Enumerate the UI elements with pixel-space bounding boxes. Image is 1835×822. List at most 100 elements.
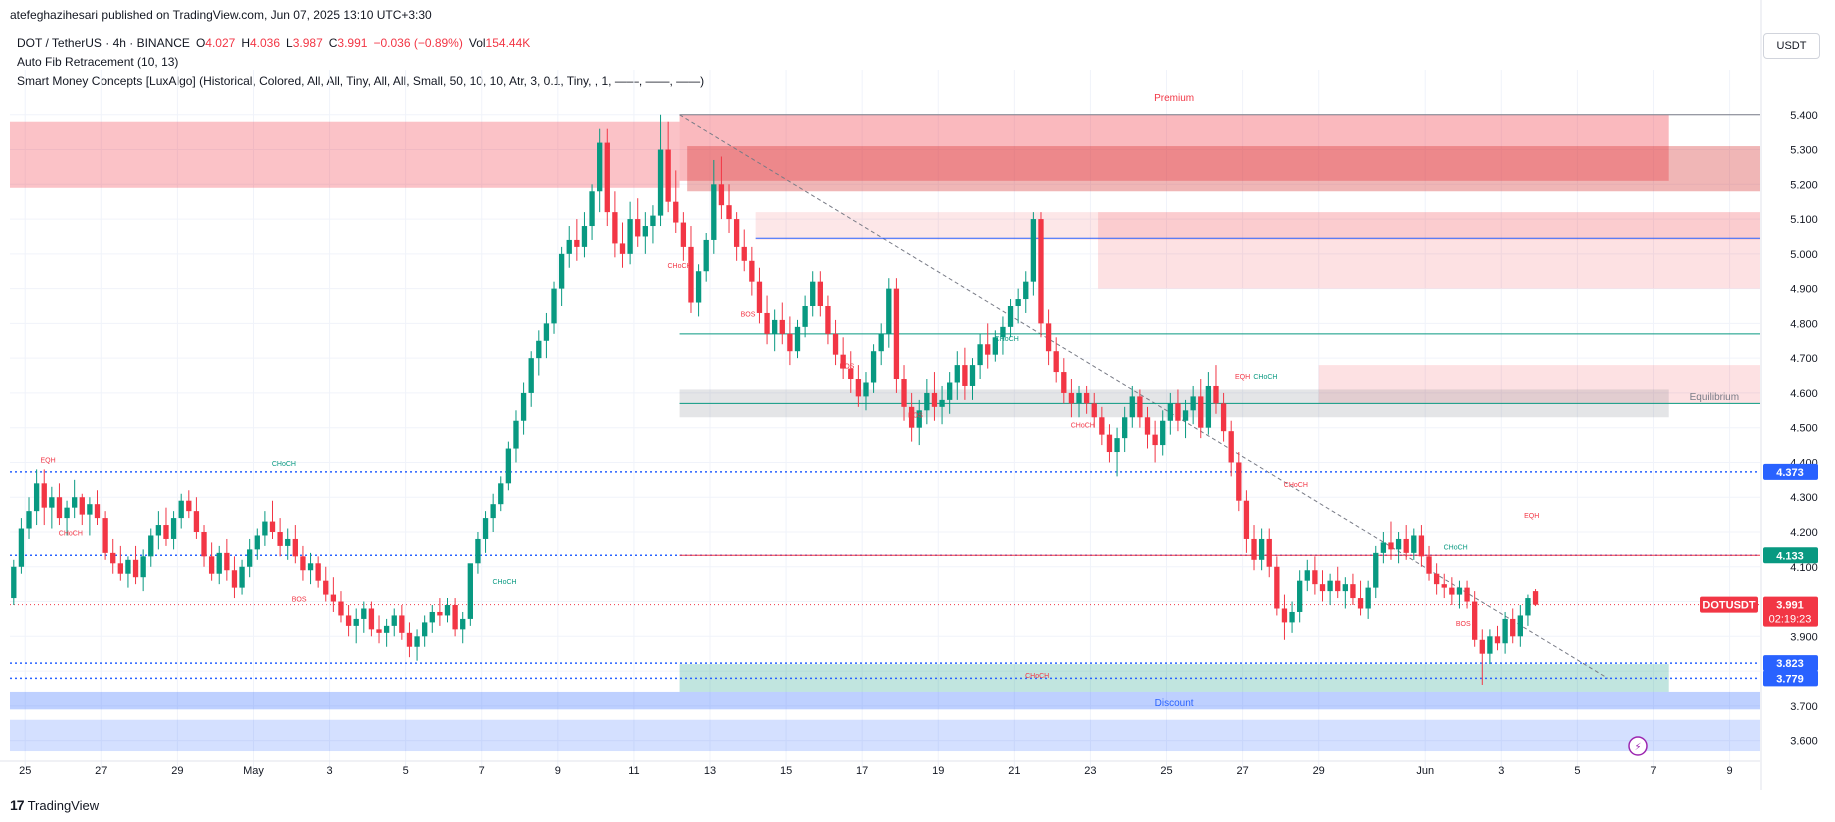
candle-body bbox=[1441, 584, 1447, 588]
candle-body bbox=[1083, 392, 1090, 404]
candle-body bbox=[893, 288, 900, 380]
candle-body bbox=[1312, 570, 1318, 585]
candle-body bbox=[391, 615, 397, 626]
candle-body bbox=[764, 312, 770, 334]
indicator-row-fib[interactable]: Auto Fib Retracement (10, 13) bbox=[17, 53, 704, 72]
structure-label: CHoCH bbox=[668, 263, 692, 270]
candle-body bbox=[1114, 438, 1120, 453]
candle-body bbox=[1243, 500, 1250, 539]
candle-body bbox=[825, 306, 831, 334]
candle-body bbox=[604, 142, 610, 213]
candle-body bbox=[1152, 434, 1158, 446]
low-label: L bbox=[286, 36, 293, 50]
candle-body bbox=[460, 618, 466, 630]
candle-body bbox=[551, 288, 557, 324]
candle-body bbox=[558, 253, 565, 289]
tradingview-brand[interactable]: 17 TradingView bbox=[10, 797, 99, 813]
x-tick-label: 9 bbox=[1727, 765, 1733, 777]
candle-body bbox=[840, 354, 846, 369]
x-tick-label: 27 bbox=[95, 765, 107, 777]
candle-body bbox=[422, 622, 428, 637]
candle-body bbox=[498, 483, 504, 505]
candle-body bbox=[437, 611, 443, 616]
candle-body bbox=[132, 559, 139, 578]
candle-body bbox=[627, 219, 633, 254]
candle-body bbox=[954, 365, 960, 383]
candle-body bbox=[536, 340, 542, 359]
symbol-name[interactable]: DOT / TetherUS · 4h · BINANCE bbox=[17, 36, 190, 50]
zone-bearish-ob-2 bbox=[687, 146, 1761, 192]
zone-premium-zone bbox=[679, 114, 1669, 181]
candle-body bbox=[1350, 584, 1356, 599]
symbol-tag-text: DOTUSDT bbox=[1702, 600, 1755, 612]
candle-body bbox=[1464, 587, 1470, 602]
candle-body bbox=[1099, 417, 1105, 435]
candle-body bbox=[110, 552, 116, 564]
candle-body bbox=[901, 379, 907, 407]
candle-body bbox=[1449, 587, 1455, 595]
y-tick-label: 4.900 bbox=[1790, 284, 1818, 296]
candle-body bbox=[695, 271, 702, 303]
low-value: 3.987 bbox=[292, 36, 323, 50]
y-tick-label: 4.700 bbox=[1790, 353, 1818, 365]
candle-body bbox=[1494, 636, 1501, 644]
price-tag-text: 4.373 bbox=[1776, 467, 1804, 479]
candle-body bbox=[1525, 598, 1531, 616]
candle-body bbox=[711, 184, 717, 240]
candle-body bbox=[277, 532, 283, 546]
x-tick-label: May bbox=[243, 765, 264, 777]
candle-body bbox=[414, 636, 420, 647]
currency-button[interactable]: USDT bbox=[1763, 33, 1820, 59]
candle-body bbox=[368, 608, 375, 630]
candle-body bbox=[597, 142, 603, 192]
zone-bearish-ob-1 bbox=[10, 121, 680, 188]
price-tag-text: 4.133 bbox=[1776, 550, 1804, 562]
open-value: 4.027 bbox=[205, 36, 236, 50]
candle-body bbox=[1365, 587, 1371, 609]
x-tick-label: 21 bbox=[1008, 765, 1020, 777]
candle-body bbox=[41, 483, 47, 508]
candle-body bbox=[1388, 542, 1394, 550]
price-tag-3823 bbox=[1763, 655, 1818, 672]
structure-label: BOS bbox=[840, 364, 855, 371]
indicator-row-smc[interactable]: Smart Money Concepts [LuxAlgo] (Historic… bbox=[17, 72, 704, 91]
x-tick-label: 9 bbox=[555, 765, 561, 777]
candle-body bbox=[848, 368, 854, 380]
indicator-fib-label: Auto Fib Retracement (10, 13) bbox=[17, 55, 179, 69]
candle-body bbox=[247, 549, 253, 567]
y-tick-label: 4.500 bbox=[1790, 423, 1818, 435]
candle-body bbox=[140, 556, 146, 578]
candle-body bbox=[292, 538, 298, 557]
candle-body bbox=[125, 559, 131, 574]
candle-body bbox=[1411, 535, 1417, 553]
candle-body bbox=[482, 518, 489, 539]
x-tick-label: 5 bbox=[1574, 765, 1580, 777]
fib-trend-line bbox=[679, 114, 1609, 679]
candle-body bbox=[688, 246, 694, 303]
candle-body bbox=[338, 601, 344, 616]
x-tick-label: 13 bbox=[704, 765, 716, 777]
y-tick-label: 5.100 bbox=[1790, 214, 1818, 226]
candle-body bbox=[756, 281, 763, 313]
structure-label: BOS bbox=[908, 412, 923, 419]
high-value: 4.036 bbox=[250, 36, 281, 50]
structure-label: BOS bbox=[1456, 621, 1471, 628]
candle-body bbox=[992, 337, 998, 355]
candle-body bbox=[72, 497, 78, 508]
candle-body bbox=[102, 518, 108, 553]
x-tick-label: 19 bbox=[932, 765, 944, 777]
zone-bullish-ob-2 bbox=[10, 719, 1760, 752]
brand-name: TradingView bbox=[27, 797, 100, 813]
candle-body bbox=[1007, 306, 1014, 327]
candle-body bbox=[741, 246, 747, 261]
candle-body bbox=[855, 379, 862, 397]
structure-label: CHoCH bbox=[1444, 544, 1468, 551]
candle-body bbox=[939, 399, 945, 407]
candle-body bbox=[749, 260, 755, 282]
high-label: H bbox=[241, 36, 250, 50]
x-tick-label: 7 bbox=[479, 765, 485, 777]
indicator-smc-label: Smart Money Concepts [LuxAlgo] (Historic… bbox=[17, 74, 705, 88]
lightning-circle-icon: ⚡ bbox=[1628, 736, 1648, 756]
y-tick-label: 5.000 bbox=[1790, 249, 1818, 261]
